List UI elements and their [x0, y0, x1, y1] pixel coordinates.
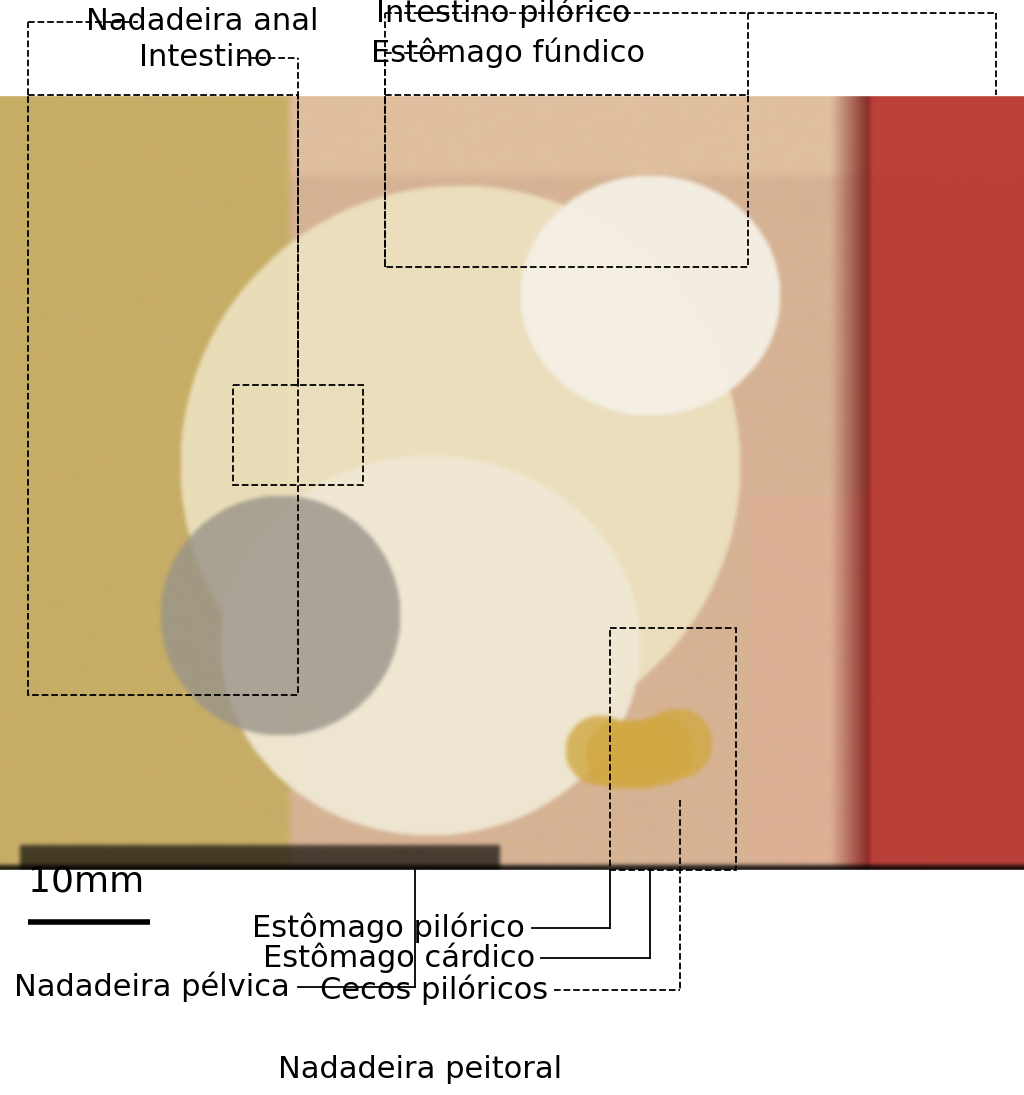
- Bar: [610, 629, 736, 871]
- Text: Estômago pilórico: Estômago pilórico: [252, 913, 525, 943]
- Text: Estômago fúndico: Estômago fúndico: [371, 37, 645, 68]
- Bar: [233, 385, 362, 485]
- Bar: [385, 95, 748, 267]
- Text: 10mm: 10mm: [28, 864, 144, 898]
- Text: Intestino pilórico: Intestino pilórico: [376, 0, 630, 28]
- Text: Intestino: Intestino: [139, 44, 272, 72]
- Text: Nadadeira anal: Nadadeira anal: [86, 8, 318, 36]
- Text: Nadadeira pélvica: Nadadeira pélvica: [14, 971, 290, 1002]
- Text: Estômago cárdico: Estômago cárdico: [263, 943, 535, 973]
- Bar: [28, 95, 298, 695]
- Text: Nadadeira peitoral: Nadadeira peitoral: [278, 1056, 562, 1084]
- Text: Cecos pilóricos: Cecos pilóricos: [319, 975, 548, 1005]
